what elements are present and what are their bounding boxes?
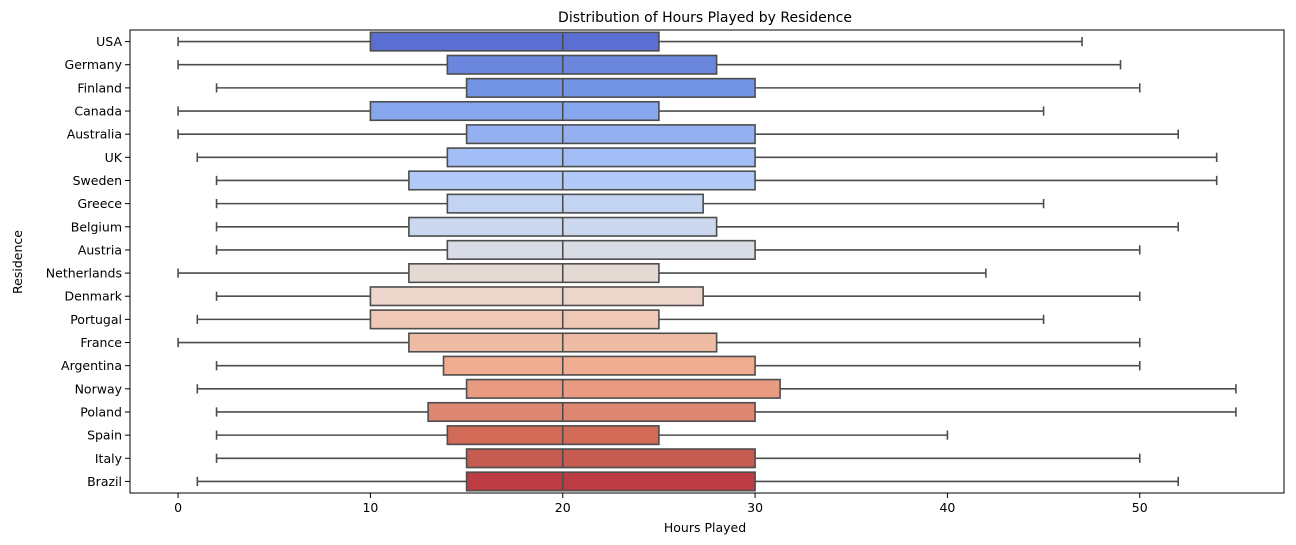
y-tick-label: Spain (87, 428, 122, 443)
y-tick-label: Portugal (70, 312, 122, 327)
box-iqr-austria (446, 239, 756, 260)
box-belgium (215, 216, 1180, 237)
box-greece (215, 193, 1045, 214)
box-australia (177, 124, 1180, 145)
box-iqr-canada (369, 100, 660, 122)
y-tick-label: Germany (65, 57, 123, 72)
box-iqr-denmark (369, 286, 704, 307)
box-iqr-poland (427, 401, 756, 423)
box-iqr-argentina (442, 355, 756, 376)
y-tick-label: Belgium (71, 219, 122, 234)
box-poland (215, 401, 1237, 423)
box-iqr-portugal (369, 309, 660, 330)
box-usa (177, 31, 1083, 52)
x-axis-title: Hours Played (664, 520, 746, 535)
box-netherlands (177, 263, 987, 284)
box-denmark (215, 286, 1141, 307)
box-iqr-spain (446, 425, 660, 446)
y-tick-label: USA (96, 34, 122, 49)
x-tick-label: 10 (362, 500, 378, 515)
y-tick-label: Italy (95, 451, 123, 466)
x-tick-label: 30 (747, 500, 763, 515)
y-tick-label: Greece (78, 196, 123, 211)
box-iqr-uk (446, 147, 756, 168)
box-iqr-italy (465, 448, 756, 469)
box-argentina (215, 355, 1141, 376)
box-spain (215, 425, 949, 446)
box-iqr-netherlands (408, 263, 660, 284)
box-iqr-germany (446, 54, 718, 75)
y-tick-label: Canada (74, 104, 122, 119)
y-tick-label: Sweden (73, 173, 122, 188)
x-tick-label: 40 (939, 500, 955, 515)
box-iqr-finland (465, 77, 756, 98)
box-norway (196, 378, 1237, 399)
y-tick-label: France (80, 335, 122, 350)
box-finland (215, 77, 1141, 98)
box-iqr-norway (465, 378, 781, 399)
box-iqr-brazil (465, 471, 756, 492)
boxes-layer (177, 31, 1237, 492)
box-germany (177, 54, 1122, 75)
y-tick-label: Denmark (65, 289, 123, 304)
y-tick-label: UK (105, 150, 123, 165)
box-austria (215, 239, 1141, 260)
box-iqr-greece (446, 193, 704, 214)
y-tick-label: Norway (75, 381, 123, 396)
box-iqr-usa (369, 31, 660, 52)
y-tick-label: Argentina (61, 358, 122, 373)
box-italy (215, 448, 1141, 469)
y-tick-label: Netherlands (46, 266, 122, 281)
y-tick-label: Poland (80, 404, 122, 419)
y-axis-title: Residence (10, 230, 25, 294)
chart-title: Distribution of Hours Played by Residenc… (558, 10, 852, 26)
y-tick-label: Australia (67, 127, 122, 142)
box-canada (177, 100, 1045, 122)
x-tick-label: 0 (174, 500, 182, 515)
box-sweden (215, 170, 1218, 191)
y-axis: USA Germany Finland Canada Australia UK Sweden… (46, 34, 130, 489)
box-uk (196, 147, 1218, 168)
box-iqr-australia (465, 124, 756, 145)
box-iqr-sweden (408, 170, 756, 191)
box-brazil (196, 471, 1180, 492)
box-portugal (196, 309, 1045, 330)
y-tick-label: Brazil (87, 474, 122, 489)
plot-frame (129, 29, 1285, 494)
x-tick-label: 20 (555, 500, 571, 515)
y-tick-label: Finland (77, 80, 122, 95)
y-tick-label: Austria (78, 242, 122, 257)
box-france (177, 332, 1141, 353)
x-tick-label: 50 (1132, 500, 1148, 515)
x-axis: 0 10 20 30 40 50 (174, 493, 1148, 515)
